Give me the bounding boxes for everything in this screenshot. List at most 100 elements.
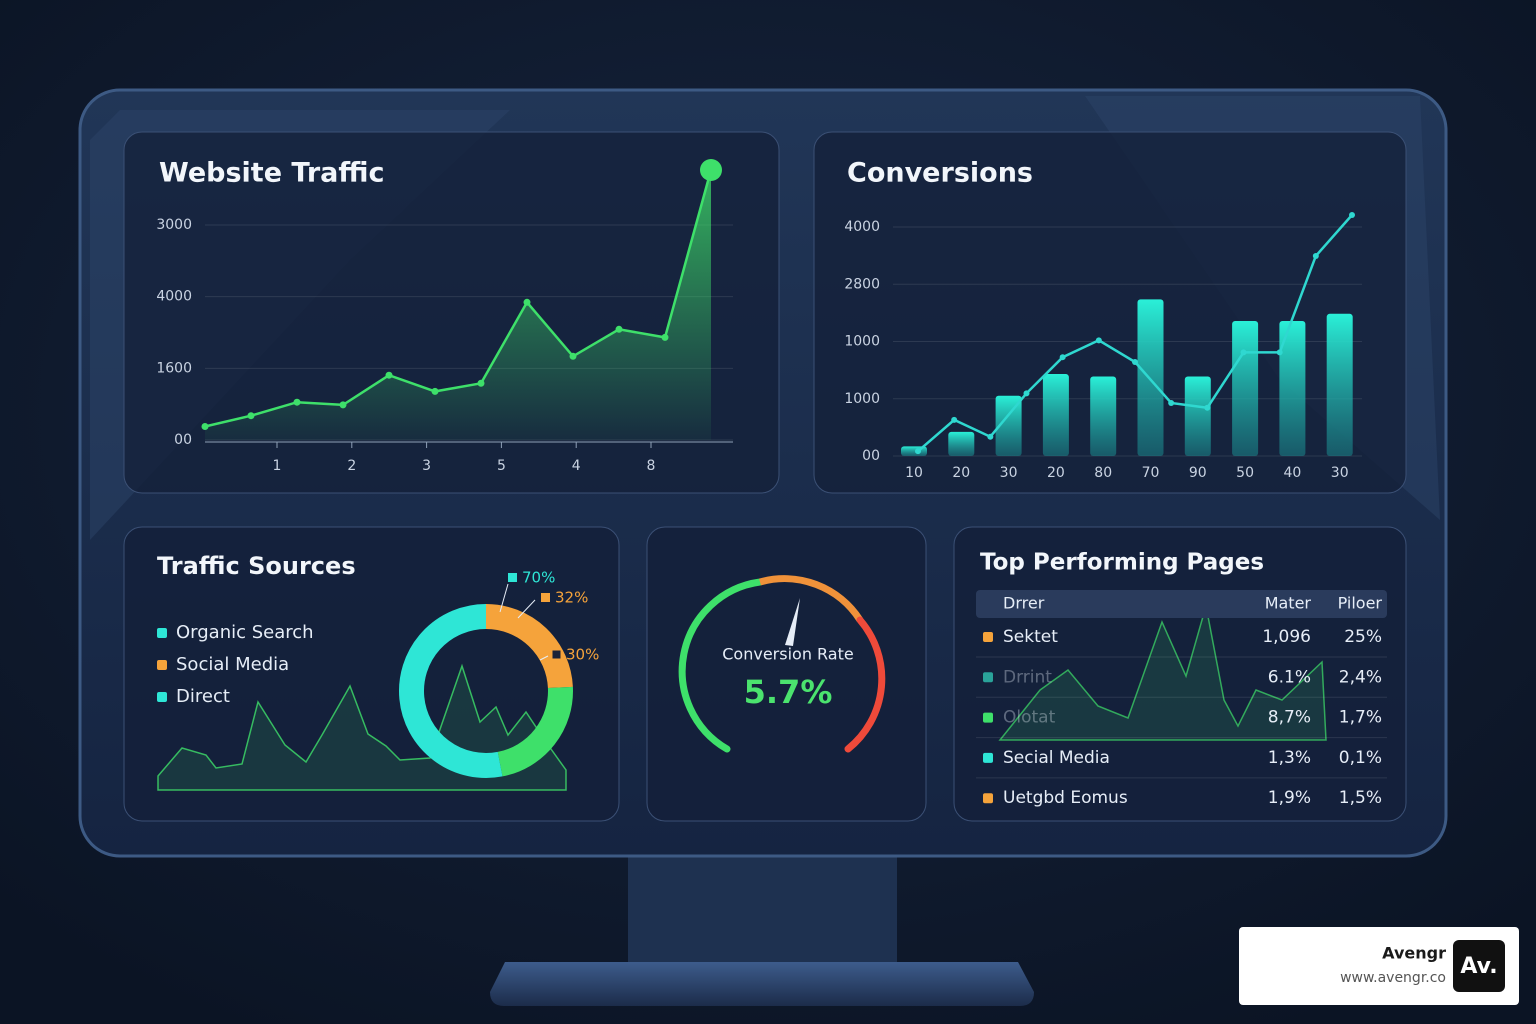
x-tick-label: 40 <box>1283 465 1301 481</box>
legend-swatch <box>157 660 167 670</box>
x-tick-label: 1 <box>273 458 282 474</box>
point <box>339 401 347 409</box>
badge-logo <box>1453 940 1505 992</box>
label-marker <box>508 573 517 582</box>
point <box>385 371 393 379</box>
bar <box>995 395 1022 456</box>
row-marker <box>983 712 993 723</box>
table-cell: Uetgbd Eomus <box>1003 788 1128 808</box>
leader-line <box>517 599 536 619</box>
row-marker <box>983 793 993 804</box>
table-cell: 1,7% <box>1339 708 1382 728</box>
table-cell: 1,096 <box>1262 627 1311 647</box>
table-cell: 1,9% <box>1268 788 1311 808</box>
table-header-cell: Mater <box>1265 594 1312 613</box>
point <box>987 433 994 440</box>
panel-title: Conversions <box>847 158 1033 189</box>
row-marker <box>983 752 993 763</box>
data-label: 70% <box>522 569 555 587</box>
legend-label: Social Media <box>176 654 289 675</box>
point <box>247 412 255 420</box>
gauge-arc <box>844 616 886 753</box>
bar <box>1232 321 1259 456</box>
legend-swatch <box>157 692 167 702</box>
table-cell: Secial Media <box>1003 748 1110 768</box>
data-label: 30% <box>566 646 599 664</box>
y-axis-label: 00 <box>862 448 880 464</box>
x-tick-label: 90 <box>1189 465 1207 481</box>
bar <box>948 431 975 456</box>
point <box>1349 212 1355 218</box>
table-header <box>976 590 1387 618</box>
table-cell: 8,7% <box>1268 708 1311 728</box>
table-cell: 1,5% <box>1339 788 1382 808</box>
x-tick-label: 3 <box>422 458 431 474</box>
leader-line <box>539 655 549 661</box>
x-tick-label: 70 <box>1142 465 1160 481</box>
x-tick-label: 50 <box>1236 465 1254 481</box>
gauge-needle <box>785 598 800 646</box>
row-marker <box>983 632 993 642</box>
x-tick-label: 20 <box>1047 465 1065 481</box>
x-tick-label: 20 <box>952 465 970 481</box>
table-header-cell: Drrer <box>1003 594 1045 613</box>
leader-line <box>499 583 509 613</box>
point <box>1276 349 1283 356</box>
point <box>1095 337 1102 344</box>
legend-swatch <box>157 628 167 638</box>
table-header-cell: Piloer <box>1338 594 1383 613</box>
table-cell: Olotat <box>1003 708 1056 728</box>
panel <box>123 526 620 822</box>
point <box>1312 252 1319 259</box>
bar <box>1279 321 1306 456</box>
y-axis-label: 4000 <box>156 289 192 305</box>
point <box>615 325 623 333</box>
point <box>1240 349 1247 356</box>
label-marker <box>541 593 550 602</box>
donut-segment <box>497 686 573 777</box>
y-axis-label: 3000 <box>156 217 192 233</box>
y-axis-label: 00 <box>174 432 192 448</box>
x-tick-label: 2 <box>347 458 356 474</box>
panel-title: Website Traffic <box>159 158 385 189</box>
row-marker <box>983 672 993 683</box>
x-tick-label: 30 <box>1331 465 1349 481</box>
point <box>1059 354 1066 361</box>
point <box>1023 390 1030 397</box>
gauge-arc <box>759 575 863 622</box>
point <box>431 387 439 395</box>
panel-title: Traffic Sources <box>157 552 356 580</box>
point <box>477 379 485 387</box>
x-tick-label: 80 <box>1094 465 1112 481</box>
legend-label: Direct <box>176 686 230 707</box>
point <box>201 423 209 430</box>
point <box>569 352 577 360</box>
x-tick-label: 8 <box>647 458 656 474</box>
x-tick-label: 10 <box>905 465 923 481</box>
y-axis-label: 4000 <box>844 219 880 235</box>
line <box>204 169 713 428</box>
monitor-neck <box>628 856 897 966</box>
table-cell: 6.1% <box>1268 667 1311 687</box>
y-axis-label: 1000 <box>844 391 880 407</box>
panel-title: Top Performing Pages <box>980 550 1264 576</box>
bar <box>1326 313 1353 456</box>
badge-name: Avengr <box>1382 944 1446 963</box>
table-cell: Drrint <box>1003 667 1052 687</box>
badge-logo-text: Av. <box>1460 954 1497 979</box>
gauge-arc <box>678 578 764 753</box>
gauge-label: Conversion Rate <box>722 645 853 664</box>
legend-label: Organic Search <box>176 622 314 643</box>
x-tick-label: 30 <box>1000 465 1018 481</box>
point <box>700 159 722 181</box>
table-cell: 1,3% <box>1268 748 1311 768</box>
point <box>951 416 958 423</box>
table-cell: 2,4% <box>1339 667 1382 687</box>
y-axis-label: 1000 <box>844 334 880 350</box>
point <box>661 333 669 341</box>
bar <box>1090 376 1117 456</box>
point <box>915 448 921 455</box>
point <box>1132 359 1138 366</box>
point <box>293 398 301 406</box>
